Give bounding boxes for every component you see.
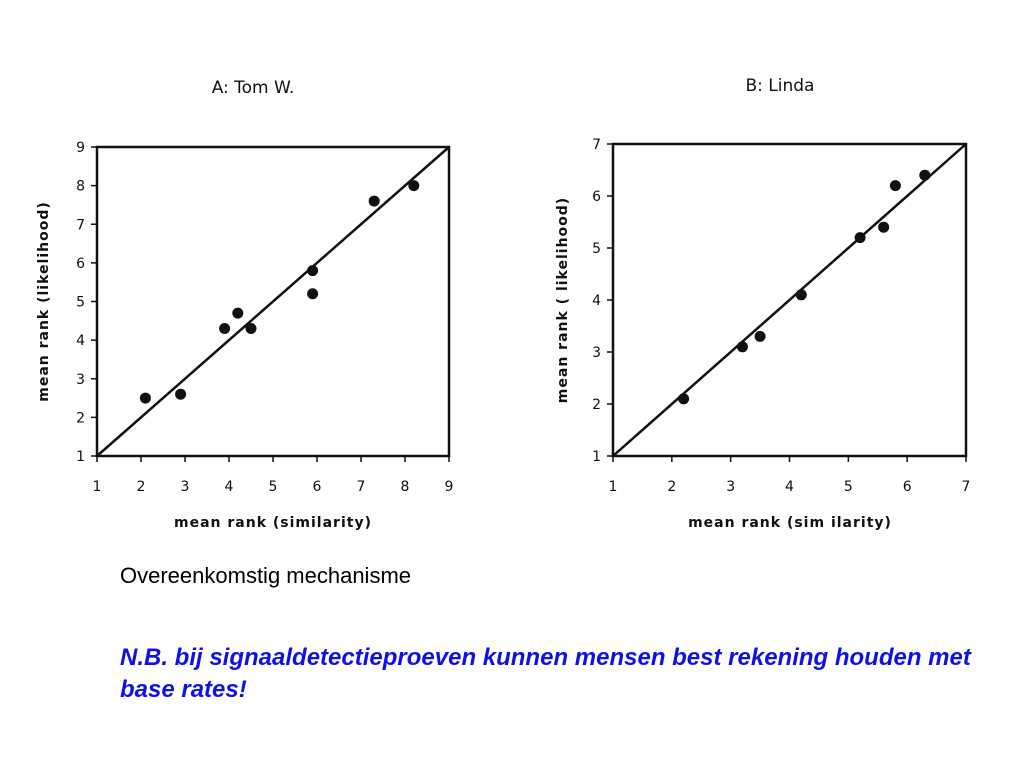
x-tick-label: 7 [357, 479, 366, 495]
x-tick-label: 6 [903, 479, 912, 495]
x-axis-label: mean rank (sim ilarity) [688, 515, 892, 531]
identity-line [96, 146, 450, 457]
x-tick-label: 7 [962, 479, 971, 495]
note-text: N.B. bij signaaldetectieproeven kunnen m… [120, 644, 971, 703]
y-tick-label: 3 [592, 345, 601, 361]
data-point-1 [175, 388, 187, 400]
y-tick-label: 4 [76, 333, 85, 349]
x-tick-label: 3 [726, 479, 735, 495]
y-tick-label: 5 [592, 241, 601, 257]
x-tick-label: 8 [401, 479, 410, 495]
data-point-7 [919, 169, 931, 181]
data-point-2 [754, 330, 766, 342]
y-tick-label: 8 [76, 179, 85, 195]
chart-title: A: Tom W. [212, 78, 295, 98]
y-tick-label: 2 [592, 397, 601, 413]
y-tick-label: 2 [76, 410, 85, 426]
y-tick-label: 9 [76, 140, 85, 156]
y-tick-label: 1 [592, 449, 601, 465]
x-tick-label: 1 [609, 479, 618, 495]
data-point-8 [408, 180, 420, 192]
chart-title: B: Linda [746, 76, 815, 96]
x-tick-label: 2 [137, 479, 146, 495]
caption-text: Overeenkomstig mechanisme [120, 563, 412, 588]
x-tick-label: 9 [445, 479, 454, 495]
data-point-4 [854, 232, 866, 244]
data-point-6 [307, 288, 319, 300]
x-tick-label: 3 [181, 479, 190, 495]
x-tick-label: 5 [269, 479, 278, 495]
x-axis-label: mean rank (similarity) [174, 515, 372, 531]
y-tick-label: 1 [76, 449, 85, 465]
y-tick-label: 7 [76, 217, 85, 233]
charts-figure: A: Tom W. 1 2 3 4 5 6 7 8 9 1 2 3 4 5 6 7 8 9 mean rank (si… [36, 76, 970, 531]
x-tick-label: 6 [313, 479, 322, 495]
y-tick-label: 7 [592, 137, 601, 153]
x-tick-label: 4 [785, 479, 794, 495]
x-tick-label: 5 [844, 479, 853, 495]
identity-line [612, 143, 967, 457]
x-tick-label: 2 [667, 479, 676, 495]
x-tick-label: 4 [225, 479, 234, 495]
data-point-5 [307, 265, 319, 277]
data-point-0 [678, 393, 690, 405]
y-axis-label: mean rank (likelihood) [36, 201, 52, 402]
data-point-3 [795, 289, 807, 301]
y-tick-label: 4 [592, 293, 601, 309]
data-point-0 [139, 392, 151, 404]
y-tick-label: 6 [76, 256, 85, 272]
y-axis-label: mean rank ( likelihood) [555, 197, 571, 403]
y-tick-label: 5 [76, 295, 85, 311]
chart-panel-1: B: Linda 1 2 3 4 5 6 7 1 2 3 4 5 6 7 mean rank (sim ila… [555, 76, 970, 531]
data-point-5 [878, 221, 890, 233]
data-point-4 [245, 323, 257, 335]
data-point-7 [368, 195, 380, 207]
data-point-1 [736, 341, 748, 353]
data-point-6 [889, 180, 901, 192]
y-tick-label: 6 [592, 189, 601, 205]
x-tick-label: 1 [93, 479, 102, 495]
y-tick-label: 3 [76, 372, 85, 388]
data-point-3 [232, 307, 244, 319]
data-point-2 [219, 323, 231, 335]
chart-panel-0: A: Tom W. 1 2 3 4 5 6 7 8 9 1 2 3 4 5 6 7 8 9 mean rank (si… [36, 78, 453, 531]
